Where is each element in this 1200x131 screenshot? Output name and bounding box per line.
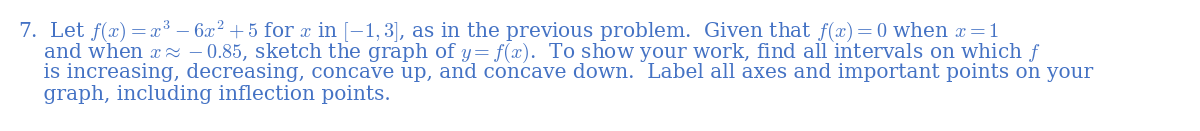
Text: and when $x \approx -0.85$, sketch the graph of $y = f(x)$.  To show your work, : and when $x \approx -0.85$, sketch the g…	[18, 40, 1042, 65]
Text: is increasing, decreasing, concave up, and concave down.  Label all axes and imp: is increasing, decreasing, concave up, a…	[18, 63, 1093, 82]
Text: 7.  Let $f(x) = x^3 - 6x^2 + 5$ for $x$ in $[-1, 3]$, as in the previous problem: 7. Let $f(x) = x^3 - 6x^2 + 5$ for $x$ i…	[18, 18, 998, 44]
Text: graph, including inflection points.: graph, including inflection points.	[18, 86, 391, 105]
